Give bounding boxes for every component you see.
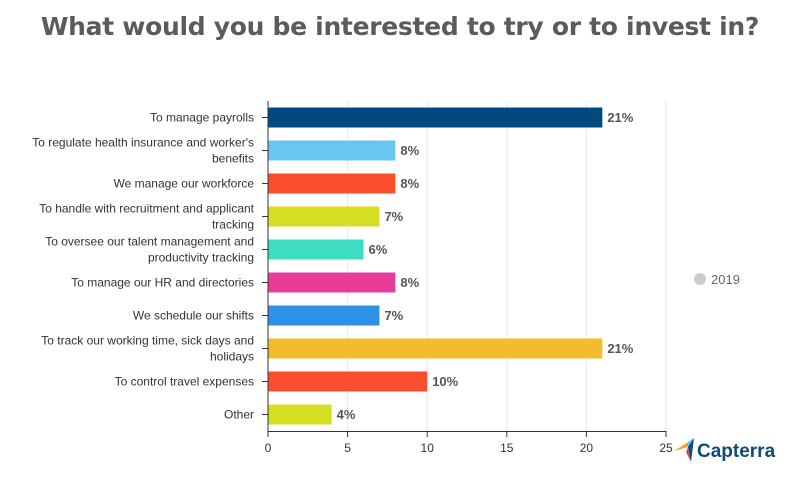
x-tick-label: 20: [580, 441, 594, 455]
category-label: tracking: [212, 218, 254, 232]
x-tick-label: 0: [265, 441, 272, 455]
bar: [268, 338, 603, 359]
category-label: To track our working time, sick days and: [41, 334, 254, 348]
legend-label: 2019: [711, 272, 740, 287]
bar: [268, 173, 396, 194]
category-label: To manage our HR and directories: [71, 276, 254, 290]
capterra-logo: Capterra: [674, 438, 776, 462]
capterra-logo-segment: [688, 438, 694, 462]
bar: [268, 404, 332, 425]
data-label: 8%: [400, 275, 419, 290]
category-label: To regulate health insurance and worker'…: [32, 136, 254, 150]
category-label: We schedule our shifts: [133, 309, 254, 323]
capterra-logo-segment: [686, 447, 691, 462]
category-label: To oversee our talent management and: [45, 235, 254, 249]
bar: [268, 305, 380, 326]
capterra-logo-segment: [674, 442, 688, 451]
bar: [268, 206, 380, 227]
category-label: holidays: [210, 350, 254, 364]
category-label: To control travel expenses: [115, 375, 254, 389]
bar: [268, 107, 603, 128]
data-label: 21%: [607, 110, 633, 125]
data-label: 4%: [337, 407, 356, 422]
bar: [268, 272, 396, 293]
x-tick-label: 10: [421, 441, 435, 455]
data-label: 8%: [400, 143, 419, 158]
category-label: We manage our workforce: [113, 177, 254, 191]
category-label: benefits: [212, 152, 254, 166]
bar: [268, 140, 396, 161]
category-label: Other: [224, 408, 254, 422]
chart-title: What would you be interested to try or t…: [40, 12, 760, 41]
capterra-logo-text: Capterra: [697, 441, 776, 462]
data-label: 10%: [432, 374, 458, 389]
legend: 2019: [694, 272, 740, 287]
bar: [268, 371, 428, 392]
category-label: To manage payrolls: [150, 111, 254, 125]
data-label: 8%: [400, 176, 419, 191]
data-label: 21%: [607, 341, 633, 356]
category-label: productivity tracking: [148, 251, 254, 265]
legend-marker: [694, 273, 706, 285]
x-tick-label: 25: [659, 441, 673, 455]
data-label: 7%: [384, 308, 403, 323]
data-label: 6%: [369, 242, 388, 257]
bars: 21% 8% 8% 7% 6% 8% 7% 21% 10% 4%: [268, 107, 634, 425]
axes: 0 5 10 15 20 25 To manage payrolls To regulate …: [32, 101, 673, 455]
category-label: To handle with recruitment and applicant: [39, 202, 254, 216]
x-tick-label: 15: [500, 441, 514, 455]
x-tick-label: 5: [344, 441, 351, 455]
bar: [268, 239, 364, 260]
data-label: 7%: [384, 209, 403, 224]
